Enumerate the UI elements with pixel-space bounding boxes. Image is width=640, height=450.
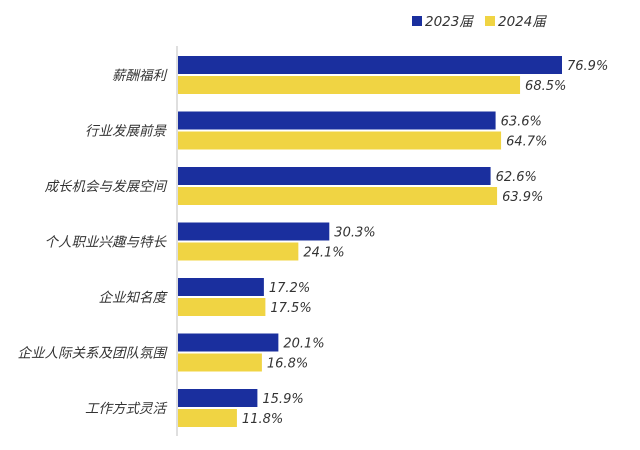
bar-series-1 — [178, 333, 279, 352]
labels-group: 薪酬福利 76.9%68.5% 行业发展前景 63.6% 64.7% 成长机会与发展空间 6… — [18, 59, 609, 427]
legend-swatch — [412, 16, 422, 26]
bar-series-1 — [178, 56, 562, 74]
legend-label: 2023届 — [425, 14, 474, 30]
bar-series-1 — [178, 111, 496, 130]
category-label: 企业知名度 — [99, 290, 169, 306]
bar-series-1 — [178, 222, 330, 241]
data-label: 64.7% — [506, 135, 547, 150]
category-label: 成长机会与发展空间 — [45, 179, 168, 195]
bar-series-2 — [178, 131, 502, 150]
bar-series-2 — [178, 242, 299, 261]
data-label: 15.9% — [262, 392, 303, 407]
data-label: 30.3% — [334, 226, 375, 241]
bar-series-1 — [178, 167, 491, 185]
data-label: 24.1% — [303, 246, 344, 261]
data-label: 16.8% — [267, 357, 308, 372]
bar-series-2 — [178, 353, 262, 372]
data-label: 62.6% — [496, 170, 537, 185]
bar-series-2 — [178, 409, 237, 427]
data-label: 17.2% — [269, 281, 310, 296]
category-label: 企业人际关系及团队氛围 — [18, 346, 169, 362]
bar-series-2 — [178, 76, 521, 94]
bars-group — [178, 56, 562, 427]
bar-series-2 — [178, 298, 266, 316]
data-label: 17.5% — [270, 301, 311, 316]
category-label: 个人职业兴趣与特长 — [45, 235, 168, 251]
data-label: 68.5% — [525, 79, 566, 94]
bar-series-1 — [178, 389, 258, 407]
category-label: 薪酬福利 — [112, 68, 168, 84]
bar-series-2 — [178, 187, 498, 205]
legend: 2023届 2024届 — [412, 14, 547, 30]
data-label: 63.6% — [501, 115, 542, 130]
bar-series-1 — [178, 278, 264, 296]
legend-label: 2024届 — [498, 14, 547, 30]
legend-swatch — [485, 16, 495, 26]
data-label: 11.8% — [242, 412, 283, 427]
data-label: 76.9% — [567, 59, 608, 74]
category-label: 行业发展前景 — [85, 124, 167, 140]
data-label: 63.9% — [502, 190, 543, 205]
category-label: 工作方式灵活 — [85, 401, 167, 417]
data-label: 20.1% — [283, 337, 324, 352]
